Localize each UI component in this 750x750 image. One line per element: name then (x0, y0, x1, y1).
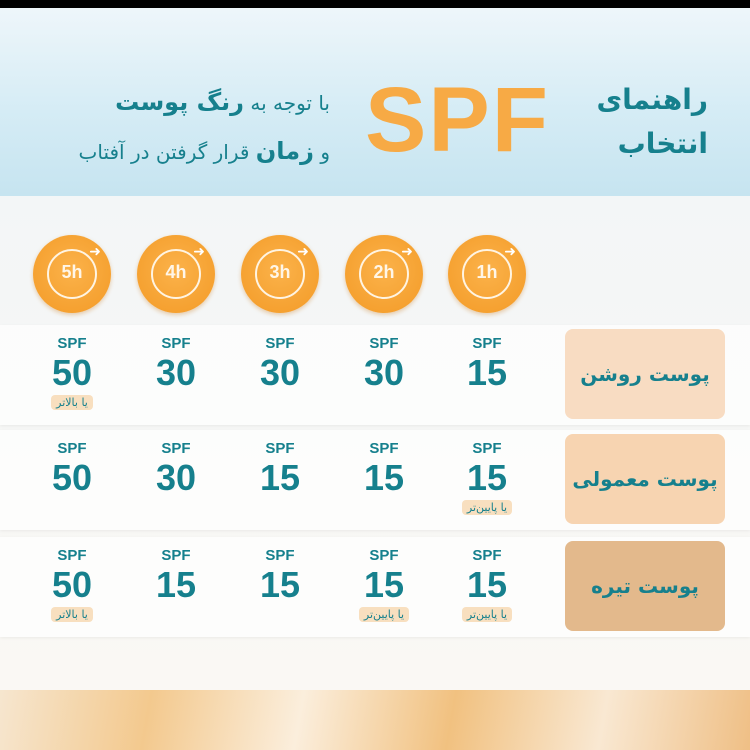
hour-label: 1h (476, 262, 498, 282)
spf-label: SPF (472, 547, 502, 564)
spf-label: SPF (57, 440, 87, 457)
hour-label: 3h (269, 262, 291, 282)
bottom-texture (0, 690, 750, 750)
clockwise-arrow-icon: ➜ (297, 244, 309, 260)
spf-label: SPF (161, 440, 191, 457)
spf-value: 15 (363, 564, 405, 605)
spf-label: SPF (369, 547, 399, 564)
spf-value: 15 (466, 352, 508, 393)
spf-value: 15 (466, 457, 508, 498)
spf-value: 15 (466, 564, 508, 605)
spf-note-badge: یا پایین‌تر (461, 500, 513, 515)
spf-note-badge: یا بالاتر (51, 607, 93, 622)
skin-type-label: پوست روشن (565, 329, 725, 419)
spf-cell: SPF 15 یا پایین‌تر (437, 547, 537, 623)
hour-clock-icon: ➜ 4h (137, 235, 215, 313)
spf-cell: SPF 15 (230, 547, 330, 605)
skin-row: پوست معمولی SPF 15 یا پایین‌تر SPF 15 SPF 15 SPF… (0, 430, 750, 530)
spf-heading: SPF (365, 69, 550, 171)
spf-cell: SPF 15 (230, 440, 330, 498)
spf-cell: SPF 15 یا پایین‌تر (334, 547, 434, 623)
spf-label: SPF (369, 335, 399, 352)
clockwise-arrow-icon: ➜ (89, 244, 101, 260)
spf-value: 30 (155, 352, 197, 393)
header: راهنمای انتخاب SPF با توجه به رنگ پوست و… (0, 8, 750, 196)
spf-cell: SPF 50 یا بالاتر (22, 335, 122, 411)
spf-label: SPF (265, 335, 295, 352)
title-line-2: انتخاب (617, 127, 708, 160)
spf-value: 15 (363, 457, 405, 498)
hour-clock-icon: ➜ 3h (241, 235, 319, 313)
spf-value: 50 (51, 457, 93, 498)
hour-clock-icon: ➜ 2h (345, 235, 423, 313)
clockwise-arrow-icon: ➜ (401, 244, 413, 260)
subtitle-bold: زمان (255, 137, 314, 165)
spf-value: 15 (259, 457, 301, 498)
spf-note-badge: یا بالاتر (51, 395, 93, 410)
clockwise-arrow-icon: ➜ (193, 244, 205, 260)
spf-value: 15 (259, 564, 301, 605)
spf-value: 30 (155, 457, 197, 498)
spf-cell: SPF 30 (334, 335, 434, 393)
spf-cell: SPF 50 یا بالاتر (22, 547, 122, 623)
spf-value: 30 (363, 352, 405, 393)
spf-label: SPF (472, 440, 502, 457)
skin-row: پوست تیره SPF 15 یا پایین‌تر SPF 15 یا پایین‌ت… (0, 537, 750, 637)
hour-label: 4h (165, 262, 187, 282)
spf-cell: SPF 50 (22, 440, 122, 498)
spf-value: 15 (155, 564, 197, 605)
clockwise-arrow-icon: ➜ (504, 244, 516, 260)
skin-row: پوست روشن SPF 15 SPF 30 SPF 30 SPF 30 SPF 50 یا بال… (0, 325, 750, 425)
subtitle-text: قرار گرفتن در آفتاب (78, 140, 250, 164)
spf-cell: SPF 30 (126, 440, 226, 498)
spf-note-badge: یا پایین‌تر (461, 607, 513, 622)
spf-value: 50 (51, 564, 93, 605)
subtitle-bold: رنگ پوست (115, 88, 244, 116)
skin-type-label: پوست معمولی (565, 434, 725, 524)
top-bar (0, 0, 750, 8)
spf-label: SPF (161, 335, 191, 352)
spf-value: 50 (51, 352, 93, 393)
spf-label: SPF (57, 335, 87, 352)
spf-label: SPF (265, 440, 295, 457)
spf-cell: SPF 15 (437, 335, 537, 393)
spf-label: SPF (265, 547, 295, 564)
hour-label: 5h (61, 262, 83, 282)
spf-label: SPF (369, 440, 399, 457)
spf-cell: SPF 15 یا پایین‌تر (437, 440, 537, 516)
hour-clock-icon: ➜ 1h (448, 235, 526, 313)
spf-label: SPF (472, 335, 502, 352)
spf-value: 30 (259, 352, 301, 393)
hour-label: 2h (373, 262, 395, 282)
spf-note-badge: یا پایین‌تر (358, 607, 410, 622)
spf-label: SPF (161, 547, 191, 564)
guide-title: راهنمای انتخاب (548, 78, 708, 166)
subtitle: با توجه به رنگ پوست و زمان قرار گرفتن در… (30, 78, 330, 176)
spf-cell: SPF 15 (126, 547, 226, 605)
spf-cell: SPF 15 (334, 440, 434, 498)
spf-cell: SPF 30 (126, 335, 226, 393)
hour-clock-icon: ➜ 5h (33, 235, 111, 313)
skin-type-label: پوست تیره (565, 541, 725, 631)
title-line-1: راهنمای (596, 83, 708, 116)
spf-label: SPF (57, 547, 87, 564)
spf-cell: SPF 30 (230, 335, 330, 393)
subtitle-text: با توجه به (250, 91, 330, 115)
subtitle-text: و (320, 140, 330, 164)
